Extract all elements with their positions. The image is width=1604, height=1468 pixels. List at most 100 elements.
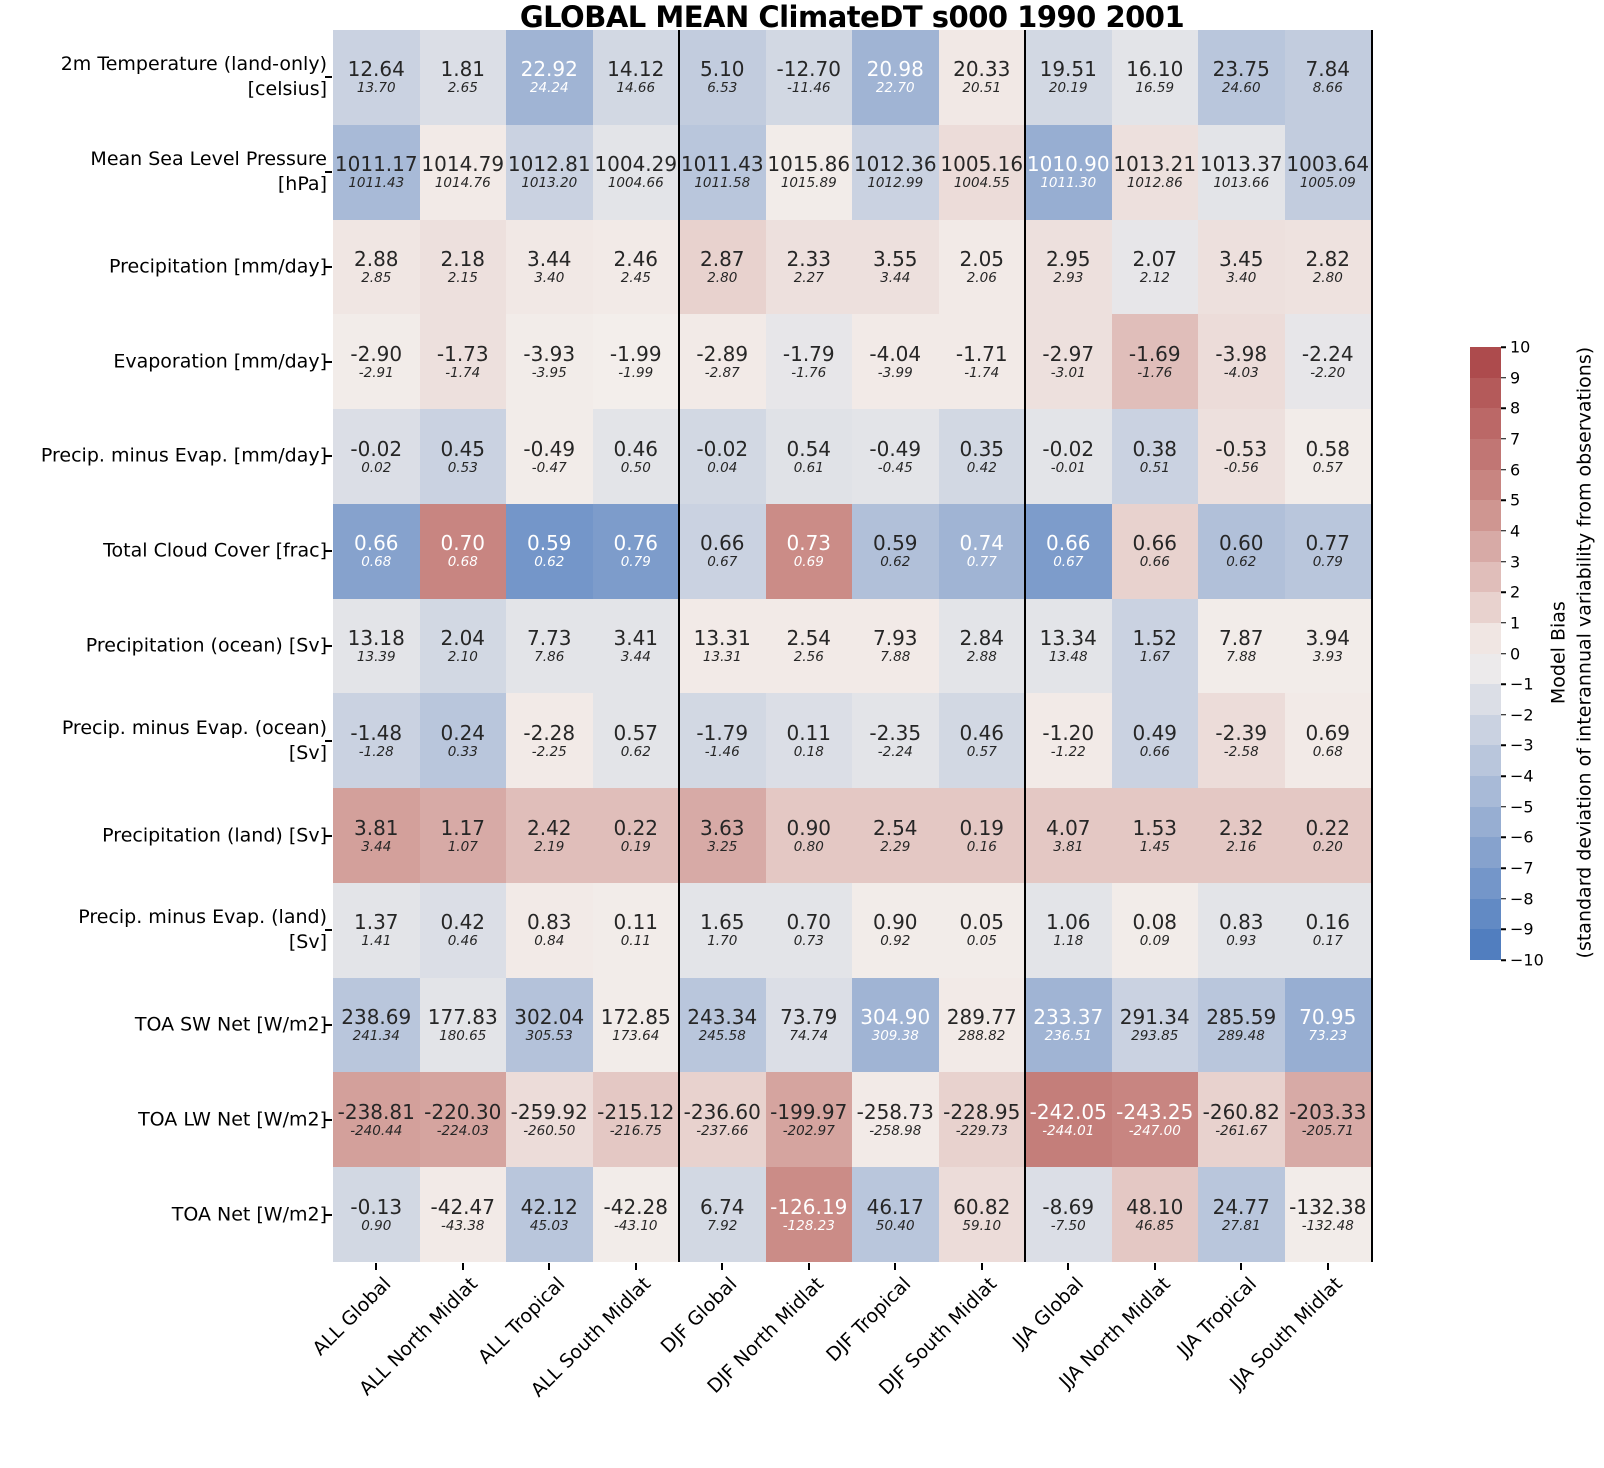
cell-value: 4.07 (1045, 815, 1091, 840)
heatmap-cell: 0.46 0.57 (938, 693, 1025, 789)
heatmap-cell: -0.13 0.90 (333, 1167, 420, 1262)
cell-subvalue: -2.87 (704, 364, 740, 381)
cell-subvalue: 293.85 (1131, 1028, 1179, 1045)
cell-subvalue: 1013.66 (1213, 175, 1270, 192)
cell-subvalue: -1.99 (618, 364, 654, 381)
heatmap-cell: 2.05 2.06 (938, 219, 1025, 315)
heatmap-cell: 22.92 24.24 (506, 30, 593, 125)
heatmap-cell: -0.02 0.04 (679, 409, 766, 504)
cell-value: 0.69 (1305, 720, 1351, 745)
cell-subvalue: 0.68 (447, 554, 478, 571)
y-tick (325, 834, 332, 837)
heatmap-cell: 0.69 0.68 (1284, 693, 1371, 789)
heatmap-cell: 2.82 2.80 (1284, 219, 1371, 315)
cell-subvalue: 305.53 (525, 1028, 573, 1045)
cell-subvalue: 24.60 (1221, 80, 1261, 97)
cell-value: 1.53 (1132, 815, 1178, 840)
cell-value: 2.54 (786, 626, 832, 651)
cell-value: 0.74 (959, 531, 1005, 556)
heatmap-cell: 2.95 2.93 (1025, 219, 1112, 315)
cell-value: -203.33 (1289, 1099, 1367, 1124)
cell-subvalue: -1.76 (791, 364, 827, 381)
heatmap-cell: 0.24 0.33 (419, 693, 506, 789)
heatmap-cell: 0.22 0.20 (1284, 788, 1371, 883)
row-label: Precip. minus Evap. (land) [Sv] (78, 906, 327, 954)
colorbar-tick-label: 2 (1510, 582, 1521, 602)
cell-subvalue: 0.33 (447, 743, 478, 760)
heatmap-cell: -199.97 -202.97 (765, 1072, 852, 1168)
cell-value: 0.38 (1132, 436, 1178, 461)
cell-subvalue: 0.50 (620, 459, 651, 476)
heatmap-cell: 1.06 1.18 (1025, 882, 1112, 978)
cell-value: 0.16 (1305, 910, 1351, 935)
heatmap-cell: 0.49 0.66 (1111, 693, 1198, 789)
cell-subvalue: -2.91 (358, 364, 394, 381)
cell-subvalue: 13.48 (1048, 649, 1088, 666)
cell-value: 1011.17 (334, 152, 418, 177)
cell-subvalue: 13.70 (356, 80, 396, 97)
heatmap-cell: 2.88 2.85 (333, 219, 420, 315)
colorbar-title-line2: (standard deviation of interannual varia… (1573, 346, 1595, 959)
heatmap-cell: 0.11 0.18 (765, 693, 852, 789)
heatmap-cell: -42.28 -43.10 (592, 1167, 679, 1262)
cell-value: 1012.36 (853, 152, 937, 177)
heatmap-cell: -215.12 -216.75 (592, 1072, 679, 1168)
cell-subvalue: -247.00 (1128, 1122, 1181, 1139)
cell-subvalue: -3.01 (1050, 364, 1086, 381)
cell-subvalue: 309.38 (871, 1028, 919, 1045)
cell-subvalue: 1011.43 (348, 175, 405, 192)
colorbar-tick (1501, 775, 1506, 777)
colorbar-segment (1470, 622, 1501, 654)
cell-value: 1.65 (699, 910, 745, 935)
cell-subvalue: -202.97 (782, 1122, 835, 1139)
cell-value: -2.24 (1301, 341, 1354, 366)
cell-subvalue: 1.70 (707, 933, 738, 950)
cell-value: -4.04 (869, 341, 922, 366)
cell-value: -1.20 (1042, 720, 1095, 745)
x-tick (894, 1263, 897, 1270)
cell-subvalue: -43.10 (613, 1217, 658, 1234)
cell-value: 1013.21 (1113, 152, 1197, 177)
colorbar-tick (1501, 683, 1506, 685)
heatmap-cell: 4.07 3.81 (1025, 788, 1112, 883)
cell-subvalue: -1.22 (1050, 743, 1086, 760)
y-tick (325, 265, 332, 268)
colorbar-title: Model Bias (standard deviation of intera… (1546, 303, 1597, 1003)
cell-value: -1.99 (609, 341, 662, 366)
heatmap-cell: 0.60 0.62 (1198, 503, 1285, 599)
colorbar-segment (1470, 377, 1501, 409)
cell-subvalue: 0.79 (620, 554, 651, 571)
heatmap-cell: 0.73 0.69 (765, 503, 852, 599)
cell-subvalue: -240.44 (350, 1122, 403, 1139)
colorbar-tick-label: 6 (1510, 460, 1521, 480)
cell-value: 0.19 (959, 815, 1005, 840)
cell-value: 238.69 (341, 1005, 412, 1030)
cell-subvalue: -2.20 (1310, 364, 1346, 381)
cell-value: -3.98 (1215, 341, 1268, 366)
cell-value: -220.30 (424, 1099, 502, 1124)
colorbar-tick-label: 0 (1510, 644, 1521, 663)
y-tick (325, 1118, 332, 1121)
cell-subvalue: 0.46 (447, 933, 478, 950)
cell-subvalue: 3.81 (1053, 838, 1084, 855)
cell-subvalue: 0.66 (1139, 554, 1170, 571)
cell-subvalue: 0.51 (1139, 459, 1170, 476)
row-label: Precip. minus Evap. [mm/day] (40, 444, 327, 467)
group-separator (677, 30, 681, 1262)
cell-value: 172.85 (600, 1005, 671, 1030)
cell-subvalue: 2.10 (447, 649, 478, 666)
cell-value: 1011.43 (680, 152, 764, 177)
cell-value: -236.60 (683, 1099, 761, 1124)
heatmap-cell: 14.12 14.66 (592, 30, 679, 125)
cell-value: 1013.37 (1199, 152, 1283, 177)
colorbar-tick-label: 4 (1510, 521, 1521, 541)
colorbar-tick (1501, 622, 1506, 624)
heatmap-cell: 1005.16 1004.55 (938, 124, 1025, 220)
cell-subvalue: 2.06 (966, 269, 997, 286)
cell-value: 0.22 (1305, 815, 1351, 840)
row-label: Precip. minus Evap. (ocean) [Sv] (61, 716, 327, 764)
y-tick (325, 1213, 332, 1216)
cell-value: -42.28 (603, 1194, 668, 1219)
cell-value: -2.35 (869, 720, 922, 745)
cell-subvalue: 180.65 (439, 1028, 487, 1045)
